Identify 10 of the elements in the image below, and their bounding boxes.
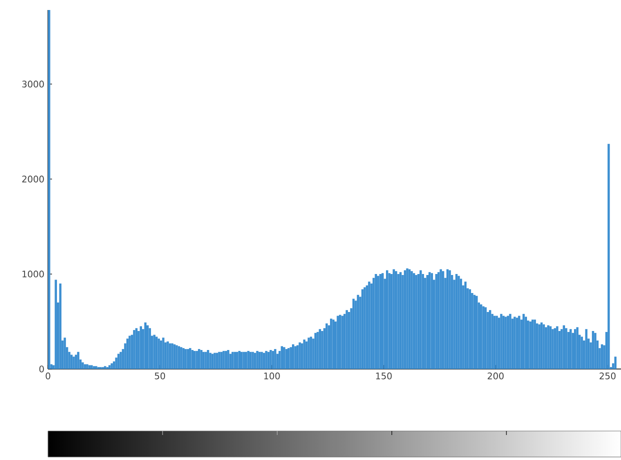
x-tick-label: 100 [264,372,280,380]
x-tick-label: 150 [376,372,392,380]
x-tick-label: 50 [154,372,166,380]
x-tick-label: 0 [46,372,50,380]
y-tick-label: 3000 [22,80,44,88]
y-tick-label: 2000 [22,176,44,182]
x-tick-label: 200 [488,372,504,380]
y-tick-label: 0 [39,366,44,372]
x-tick-label: 250 [600,372,616,380]
y-tick-label: 1000 [22,270,44,278]
